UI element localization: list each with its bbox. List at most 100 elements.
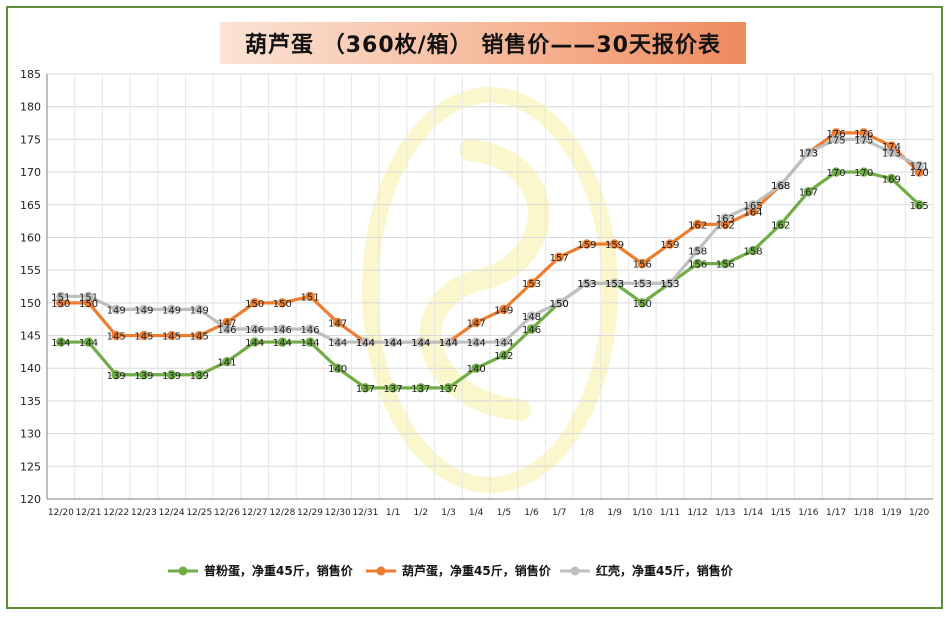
- data-point: [499, 350, 509, 360]
- data-label: 150: [633, 299, 652, 310]
- data-label: 153: [577, 279, 596, 290]
- x-tick-label: 1/1: [386, 508, 400, 518]
- chart-title-banner: 葫芦蛋 （360枚/箱） 销售价——30天报价表: [220, 22, 746, 64]
- y-tick-label: 155: [20, 264, 41, 277]
- data-label: 137: [356, 384, 375, 395]
- data-point: [831, 167, 841, 177]
- legend-marker: [376, 566, 386, 576]
- data-point: [776, 219, 786, 230]
- data-point: [665, 239, 675, 249]
- data-label: 146: [273, 325, 292, 336]
- x-tick-label: 12/20: [48, 508, 74, 518]
- data-label: 142: [494, 351, 513, 362]
- data-point: [443, 337, 454, 347]
- data-point: [471, 337, 481, 347]
- x-tick-label: 1/14: [743, 508, 763, 518]
- data-label: 167: [799, 188, 818, 199]
- data-point: [56, 337, 66, 347]
- x-tick-label: 1/13: [715, 508, 735, 518]
- data-point: [914, 200, 924, 210]
- x-tick-label: 1/15: [771, 508, 791, 518]
- data-label: 173: [799, 148, 818, 159]
- data-label: 144: [439, 338, 458, 349]
- data-point: [637, 298, 647, 308]
- data-point: [582, 239, 592, 249]
- data-label: 170: [827, 168, 846, 179]
- data-point: [886, 147, 897, 158]
- data-label: 145: [190, 332, 209, 343]
- data-point: [111, 370, 121, 380]
- data-label: 146: [300, 325, 319, 336]
- data-label: 175: [827, 135, 846, 146]
- y-tick-label: 175: [20, 133, 41, 146]
- data-point: [139, 330, 149, 341]
- data-point: [360, 337, 371, 347]
- x-tick-label: 12/30: [325, 508, 351, 518]
- data-label: 156: [688, 260, 707, 271]
- x-tick-label: 1/9: [607, 508, 622, 518]
- data-point: [499, 337, 509, 347]
- x-tick-label: 1/7: [552, 508, 566, 518]
- legend-marker: [570, 566, 580, 576]
- series-line: [60, 170, 921, 390]
- watermark-logo-swirl: [419, 139, 550, 421]
- data-label: 149: [107, 305, 126, 316]
- data-point: [194, 304, 204, 315]
- data-label: 144: [356, 338, 375, 349]
- data-point: [471, 363, 481, 373]
- x-tick-label: 12/28: [269, 508, 295, 518]
- data-label: 165: [910, 201, 929, 212]
- x-tick-label: 1/6: [524, 508, 539, 518]
- data-point: [692, 245, 703, 256]
- data-label: 151: [51, 292, 70, 303]
- data-point: [637, 278, 647, 288]
- y-tick-label: 165: [20, 199, 41, 212]
- data-point: [194, 370, 204, 380]
- x-tick-label: 12/25: [186, 508, 212, 518]
- data-label: 162: [771, 220, 790, 231]
- data-point: [305, 337, 315, 347]
- legend-label: 葫芦蛋，净重45斤，销售价: [402, 563, 552, 578]
- data-label: 144: [384, 338, 403, 349]
- data-point: [111, 330, 121, 341]
- data-label: 146: [245, 325, 264, 336]
- data-point: [360, 383, 371, 393]
- y-tick-label: 140: [20, 362, 41, 375]
- data-point: [305, 324, 315, 334]
- data-label: 146: [217, 325, 236, 336]
- data-point: [526, 324, 537, 334]
- data-label: 174: [882, 142, 901, 153]
- x-tick-label: 12/26: [214, 508, 240, 518]
- data-label: 173: [882, 148, 901, 159]
- x-tick-label: 1/16: [798, 508, 818, 518]
- x-tick-label: 1/11: [660, 508, 680, 518]
- data-label: 176: [854, 129, 873, 140]
- data-point: [222, 324, 232, 334]
- data-label: 169: [882, 175, 901, 186]
- x-tick-label: 12/24: [159, 508, 185, 518]
- x-tick-label: 1/4: [469, 508, 484, 518]
- data-label: 139: [190, 371, 209, 382]
- x-tick-label: 1/19: [881, 508, 901, 518]
- data-label: 168: [771, 181, 790, 192]
- series-line: [60, 137, 920, 344]
- y-tick-label: 135: [20, 395, 41, 408]
- data-point: [859, 167, 869, 177]
- data-label: 145: [162, 332, 181, 343]
- data-label: 148: [522, 312, 541, 323]
- data-label: 170: [910, 168, 929, 179]
- data-point: [277, 324, 288, 334]
- data-label: 144: [494, 338, 513, 349]
- data-label: 149: [162, 305, 181, 316]
- data-label: 150: [245, 299, 264, 310]
- data-label: 147: [328, 318, 347, 329]
- data-point: [692, 219, 703, 230]
- x-tick-label: 1/12: [688, 508, 708, 518]
- data-label: 176: [827, 129, 846, 140]
- data-label: 164: [743, 207, 762, 218]
- legend-marker: [178, 566, 188, 576]
- data-label: 153: [605, 279, 624, 290]
- data-label: 158: [688, 247, 707, 258]
- data-point: [776, 180, 786, 190]
- data-point: [333, 363, 343, 373]
